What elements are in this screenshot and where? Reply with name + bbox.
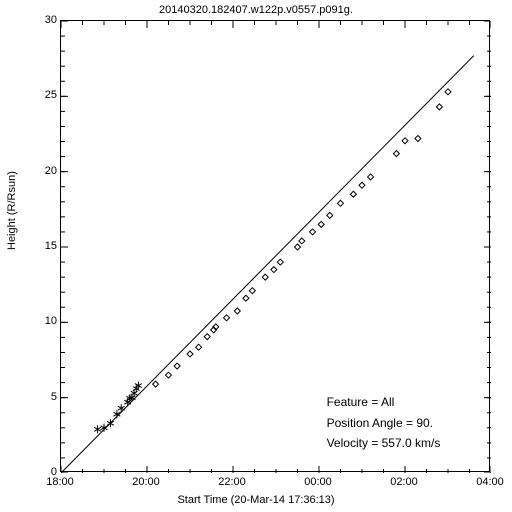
x-tick-label: 20:00 — [132, 476, 160, 488]
y-tick-label: 5 — [51, 391, 57, 403]
y-tick-label: 30 — [45, 14, 57, 26]
x-tick-label: 04:00 — [476, 476, 504, 488]
x-tick-label: 18:00 — [46, 476, 74, 488]
plot-svg — [61, 21, 491, 473]
x-axis-label: Start Time (20-Mar-14 17:36:13) — [0, 494, 512, 506]
y-tick-label: 25 — [45, 89, 57, 101]
x-tick-label: 22:00 — [218, 476, 246, 488]
y-axis-label: Height (R/Rsun) — [6, 171, 18, 250]
y-tick-label: 10 — [45, 315, 57, 327]
annotation-text: Velocity = 557.0 km/s — [327, 436, 441, 450]
chart-container: 20140320.182407.w122p.v0557.p091g. Heigh… — [0, 0, 512, 512]
y-tick-label: 15 — [45, 240, 57, 252]
y-tick-label: 20 — [45, 165, 57, 177]
chart-title: 20140320.182407.w122p.v0557.p091g. — [0, 4, 512, 16]
annotation-text: Feature = All — [327, 395, 395, 409]
annotation-text: Position Angle = 90. — [327, 416, 433, 430]
plot-area — [60, 20, 490, 472]
x-tick-label: 02:00 — [390, 476, 418, 488]
x-tick-label: 00:00 — [304, 476, 332, 488]
